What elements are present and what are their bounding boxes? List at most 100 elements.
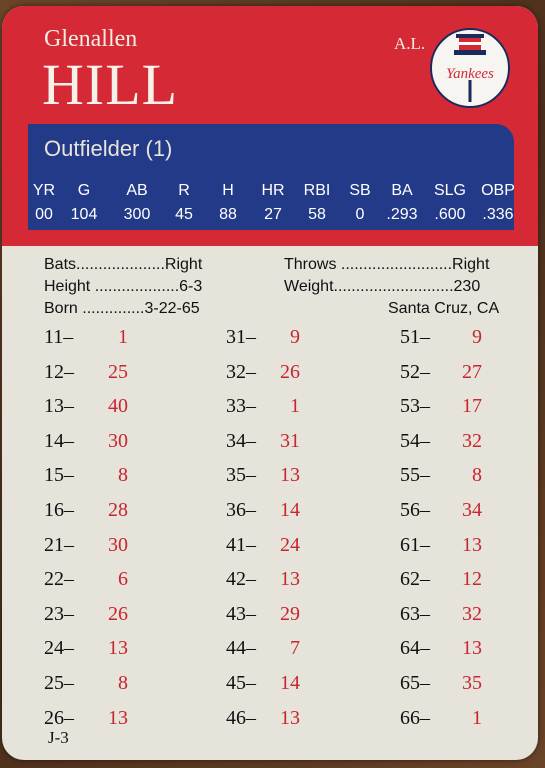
result-outcome: 35: [462, 672, 482, 694]
logo-wordmark: Yankees: [446, 66, 494, 82]
position-label: Outfielder (1): [44, 136, 173, 161]
result-roll: 14–: [44, 429, 74, 452]
result-roll: 24–: [44, 637, 74, 660]
result-roll: 25–: [44, 672, 74, 694]
result-roll: 33–: [226, 395, 256, 418]
result-roll: 53–: [400, 395, 430, 418]
born-info: Born ..............3-22-65: [44, 300, 200, 317]
stat-value-ba: .293: [386, 206, 418, 223]
result-roll: 15–: [44, 464, 74, 487]
result-outcome: 8: [472, 464, 482, 487]
result-roll: 56–: [400, 499, 430, 521]
result-outcome: 31: [280, 429, 300, 452]
result-outcome: 14: [280, 499, 300, 521]
stat-value-g: 104: [70, 206, 98, 223]
result-roll: 21–: [44, 533, 74, 556]
result-outcome: 13: [462, 637, 482, 660]
result-outcome: 26: [108, 602, 128, 625]
last-name: HILL: [42, 52, 179, 117]
result-roll: 13–: [44, 395, 74, 418]
result-roll: 41–: [226, 533, 256, 556]
stats-panel: [28, 124, 514, 230]
stat-header-slg: SLG: [433, 182, 466, 199]
bats-info: Bats....................Right: [44, 256, 203, 273]
result-roll: 23–: [44, 602, 74, 625]
stat-header-g: G: [77, 182, 91, 199]
result-outcome: 26: [280, 360, 300, 383]
result-roll: 31–: [226, 326, 256, 348]
result-roll: 52–: [400, 360, 430, 383]
result-roll: 44–: [226, 637, 256, 660]
result-roll: 16–: [44, 499, 74, 521]
stat-header-ba: BA: [391, 182, 413, 199]
stat-header-obp: OBP: [481, 182, 515, 199]
result-roll: 54–: [400, 429, 430, 452]
result-roll: 32–: [226, 360, 256, 383]
stat-value-r: 45: [175, 206, 193, 223]
result-outcome: 13: [108, 637, 128, 660]
result-outcome: 9: [472, 326, 482, 348]
result-outcome: 17: [462, 395, 482, 418]
result-outcome: 29: [280, 602, 300, 625]
result-outcome: 30: [108, 533, 128, 556]
result-roll: 51–: [400, 326, 430, 348]
result-roll: 12–: [44, 360, 74, 383]
result-roll: 46–: [226, 706, 256, 729]
result-outcome: 8: [118, 672, 128, 694]
weight-info: Weight...........................230: [284, 278, 481, 295]
stat-header-h: H: [222, 182, 234, 199]
result-roll: 11–: [44, 326, 74, 348]
result-roll: 65–: [400, 672, 430, 694]
result-roll: 62–: [400, 568, 430, 591]
result-outcome: 24: [280, 533, 300, 556]
result-roll: 26–: [44, 706, 74, 729]
first-name: Glenallen: [44, 26, 138, 52]
result-outcome: 34: [462, 499, 482, 521]
result-roll: 22–: [44, 568, 74, 591]
result-outcome: 1: [472, 706, 482, 729]
stat-value-ab: 300: [123, 206, 151, 223]
stat-header-ab: AB: [126, 182, 148, 199]
birthplace-info: Santa Cruz, CA: [388, 300, 500, 317]
result-outcome: 30: [108, 429, 128, 452]
result-outcome: 7: [290, 637, 300, 660]
result-roll: 63–: [400, 602, 430, 625]
result-roll: 35–: [226, 464, 256, 487]
stat-value-hr: 27: [264, 206, 282, 223]
result-outcome: 12: [462, 568, 482, 591]
stat-header-sb: SB: [349, 182, 371, 199]
result-outcome: 9: [290, 326, 300, 348]
result-roll: 61–: [400, 533, 430, 556]
result-outcome: 32: [462, 429, 482, 452]
result-roll: 64–: [400, 637, 430, 660]
result-roll: 55–: [400, 464, 430, 487]
result-roll: 42–: [226, 568, 256, 591]
result-outcome: 13: [280, 568, 300, 591]
result-outcome: 1: [290, 395, 300, 418]
result-outcome: 8: [118, 464, 128, 487]
stat-header-rbi: RBI: [303, 182, 331, 199]
result-outcome: 28: [108, 499, 128, 521]
card-code: J-3: [48, 728, 69, 747]
stat-value-sb: 0: [355, 206, 365, 223]
result-roll: 66–: [400, 706, 430, 729]
result-outcome: 13: [280, 464, 300, 487]
result-outcome: 40: [108, 395, 128, 418]
result-roll: 34–: [226, 429, 256, 452]
stat-header-r: R: [178, 182, 190, 199]
result-roll: 43–: [226, 602, 256, 625]
result-outcome: 32: [462, 602, 482, 625]
league-label: A.L.: [394, 34, 426, 53]
stat-value-h: 88: [219, 206, 237, 223]
result-roll: 36–: [226, 499, 256, 521]
result-outcome: 1: [118, 326, 128, 348]
stat-header-yr: YR: [32, 182, 56, 199]
throws-info: Throws .........................Right: [284, 256, 490, 273]
result-outcome: 25: [108, 360, 128, 383]
result-outcome: 27: [462, 360, 482, 383]
stat-value-yr: 00: [35, 206, 53, 223]
stat-value-slg: .600: [434, 206, 466, 223]
height-info: Height ...................6-3: [44, 278, 203, 295]
player-card: Glenallen HILL A.L. Yankees Outfielder (…: [2, 6, 538, 760]
result-outcome: 14: [280, 672, 300, 694]
